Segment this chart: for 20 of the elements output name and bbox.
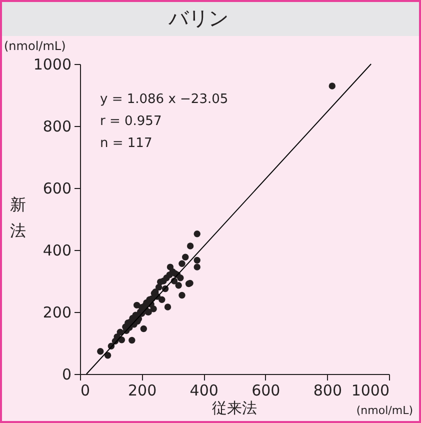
y-tick-label: 200: [42, 304, 72, 322]
y-tick-label: 600: [42, 180, 72, 198]
annotation: y = 1.086 x −23.05: [100, 92, 228, 107]
y-tick-label: 0: [62, 366, 72, 384]
annotation: r = 0.957: [100, 114, 162, 129]
y-tick-label: 800: [42, 118, 72, 136]
x-tick-label: 800: [313, 382, 342, 400]
x-tick-label: 200: [128, 382, 157, 400]
chart-title: バリン: [168, 6, 228, 30]
text: (nmol/mL): [4, 39, 66, 53]
x-tick-label: 0: [80, 382, 90, 400]
y-axis-title: 新法: [10, 195, 26, 240]
y-tick-label: 1000: [33, 56, 72, 74]
x-tick-label: 1000: [351, 382, 390, 400]
x-axis-title: 従来法: [212, 399, 257, 417]
y-tick-label: 400: [42, 242, 72, 260]
x-tick-label: 400: [190, 382, 218, 400]
annotation: n = 117: [100, 136, 152, 151]
x-tick-label: 600: [252, 382, 280, 400]
text: (nmol/mL): [356, 404, 413, 417]
